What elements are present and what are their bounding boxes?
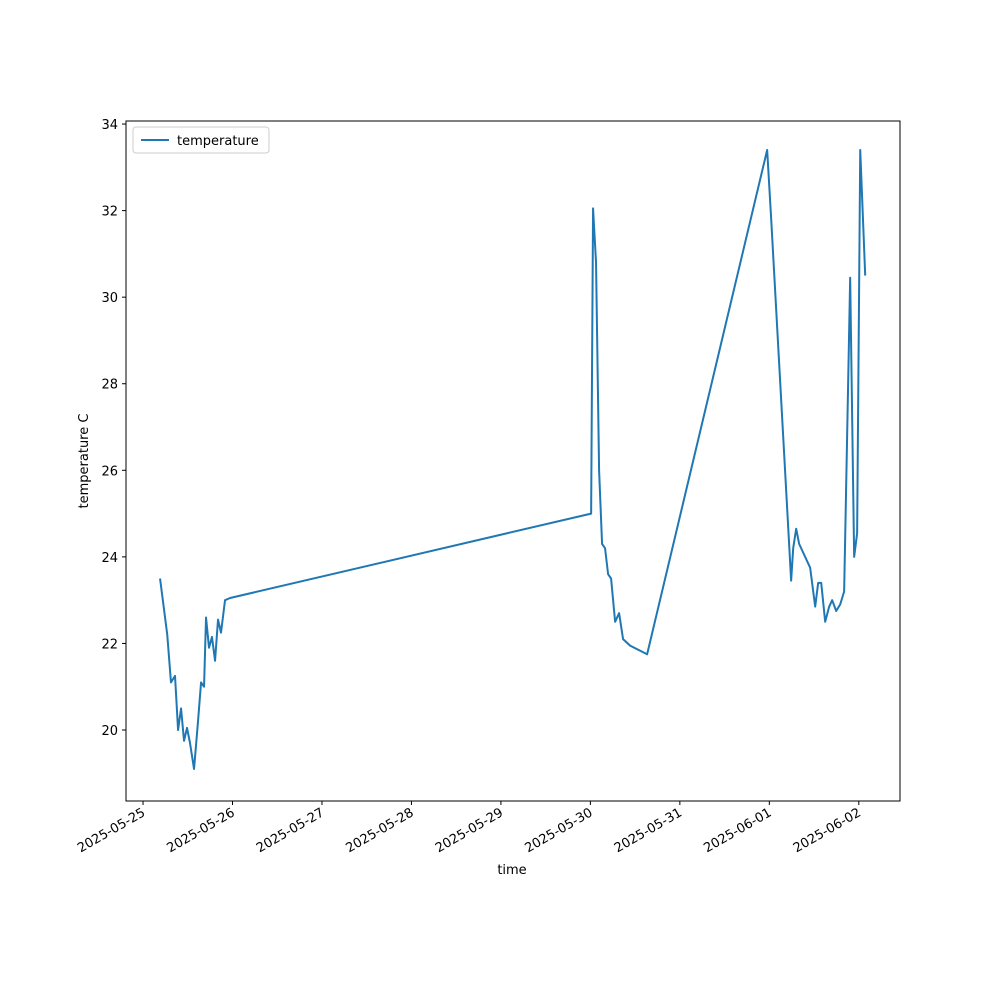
line bbox=[159, 149, 867, 770]
legend-label: temperature bbox=[177, 134, 259, 149]
y-tick-label: 32 bbox=[101, 205, 118, 220]
x-axis-label: time bbox=[497, 863, 526, 878]
y-tick-label: 20 bbox=[101, 724, 118, 739]
y-tick-label: 30 bbox=[101, 291, 118, 306]
y-tick-label: 28 bbox=[101, 378, 118, 393]
y-tick-label: 26 bbox=[101, 464, 118, 479]
plot-frame bbox=[125, 120, 901, 802]
y-tick-label: 24 bbox=[101, 551, 118, 566]
y-tick-label: 34 bbox=[101, 118, 118, 133]
legend: temperature bbox=[132, 126, 270, 154]
y-tick-label: 22 bbox=[101, 637, 118, 652]
y-axis-label: temperature C bbox=[77, 414, 92, 509]
legend-box bbox=[132, 126, 270, 154]
